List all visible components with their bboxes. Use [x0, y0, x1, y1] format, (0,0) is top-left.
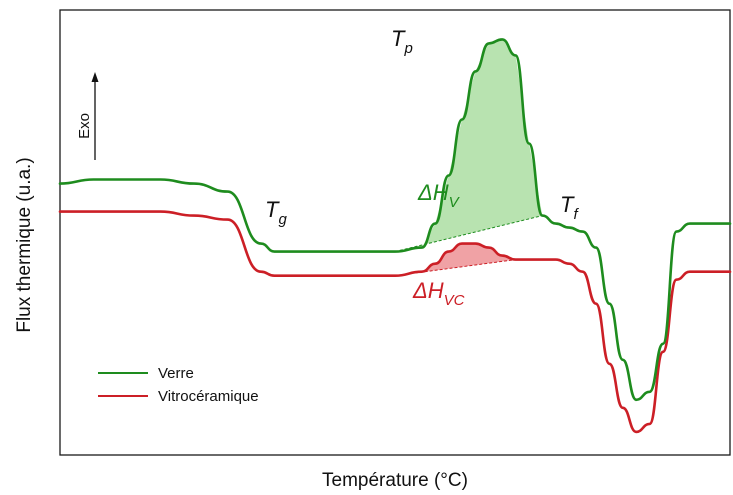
x-axis-title: Température (°C) — [322, 470, 468, 491]
exo-arrowhead — [91, 72, 99, 82]
y-axis-title: Flux thermique (u.a.) — [14, 157, 35, 332]
legend: Verre Vitrocéramique — [98, 365, 259, 405]
exo-label: Exo — [76, 113, 93, 139]
tp-label: Tp — [391, 26, 413, 57]
verre-peak-baseline — [394, 215, 543, 253]
series-verre-line — [58, 38, 732, 402]
delta-h-vc-label: ΔHVC — [412, 278, 465, 309]
vitroceramique-crystallization-peak-fill — [395, 243, 516, 276]
tg-label: Tg — [265, 197, 287, 228]
plot-frame — [59, 9, 731, 456]
series-vitroceramique-line — [58, 210, 732, 434]
verre-crystallization-peak-fill — [395, 39, 543, 252]
delta-h-v-label: ΔHV — [417, 180, 461, 211]
tf-label: Tf — [560, 192, 579, 223]
legend-label-verre: Verre — [158, 365, 194, 382]
legend-label-vitroceramique: Vitrocéramique — [158, 388, 259, 405]
